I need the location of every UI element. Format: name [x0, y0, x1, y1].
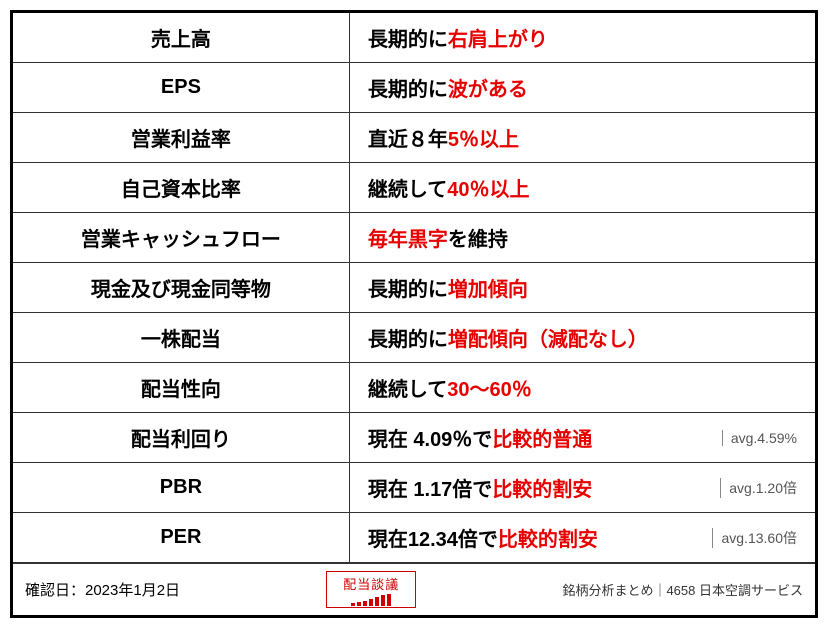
value-highlight: 40％以上 [447, 173, 529, 202]
stamp-text: 配当談議 [343, 574, 399, 593]
table-row: 配当性向 継続して 30～60％ [13, 363, 815, 413]
value-highlight: 比較的普通 [492, 423, 592, 452]
table-row: 現金及び現金同等物 長期的に 増加傾向 [13, 263, 815, 313]
table-row: 自己資本比率 継続して 40％以上 [13, 163, 815, 213]
row-value: 長期的に 増加傾向 [350, 263, 815, 312]
row-value: 現在12.34倍で 比較的割安 avg.13.60倍 [350, 513, 815, 562]
row-label: 配当利回り [13, 413, 350, 462]
row-value: 現在 4.09％で 比較的普通 avg.4.59% [350, 413, 815, 462]
table-row: 一株配当 長期的に 増配傾向（減配なし） [13, 313, 815, 363]
value-avg: avg.4.59% [722, 430, 797, 446]
value-highlight: 毎年黒字 [368, 223, 448, 252]
footer-right-text: 銘柄分析まとめ｜4658 日本空調サービス [562, 580, 803, 599]
row-value: 直近８年 5％以上 [350, 113, 815, 162]
value-suffix: を維持 [448, 223, 508, 252]
value-highlight: 比較的割安 [492, 473, 592, 502]
table-row: 売上高 長期的に 右肩上がり [13, 13, 815, 63]
value-prefix: 現在12.34倍で [368, 523, 498, 552]
row-label: 一株配当 [13, 313, 350, 362]
row-label: 営業利益率 [13, 113, 350, 162]
row-value: 長期的に 増配傾向（減配なし） [350, 313, 815, 362]
value-prefix: 現在 1.17倍で [368, 473, 492, 502]
value-highlight: 右肩上がり [448, 23, 548, 52]
stamp-badge: 配当談議 [326, 571, 416, 608]
value-prefix: 現在 4.09％で [368, 423, 492, 452]
row-value: 毎年黒字 を維持 [350, 213, 815, 262]
row-value: 現在 1.17倍で 比較的割安 avg.1.20倍 [350, 463, 815, 512]
table-row: 配当利回り 現在 4.09％で 比較的普通 avg.4.59% [13, 413, 815, 463]
row-value: 継続して 30～60％ [350, 363, 815, 412]
footer: 確認日：2023年1月2日 配当談議 銘柄分析まとめ｜4658 日本空調サービス [13, 563, 815, 615]
value-prefix: 長期的に [368, 73, 448, 102]
value-highlight: 増配傾向（減配なし） [448, 323, 648, 352]
row-label: 自己資本比率 [13, 163, 350, 212]
value-highlight: 30～60％ [447, 373, 532, 402]
row-label: PBR [13, 463, 350, 512]
table-row: 営業キャッシュフロー 毎年黒字 を維持 [13, 213, 815, 263]
row-label: 売上高 [13, 13, 350, 62]
row-label: 営業キャッシュフロー [13, 213, 350, 262]
summary-table: 売上高 長期的に 右肩上がり EPS 長期的に 波がある 営業利益率 直近８年 … [10, 10, 818, 618]
row-label: PER [13, 513, 350, 562]
footer-date: 確認日：2023年1月2日 [25, 579, 180, 600]
row-value: 継続して 40％以上 [350, 163, 815, 212]
row-value: 長期的に 波がある [350, 63, 815, 112]
table-row: PER 現在12.34倍で 比較的割安 avg.13.60倍 [13, 513, 815, 563]
row-label: EPS [13, 63, 350, 112]
row-label: 現金及び現金同等物 [13, 263, 350, 312]
value-prefix: 直近８年 [368, 123, 448, 152]
value-prefix: 継続して [368, 173, 447, 202]
row-value: 長期的に 右肩上がり [350, 13, 815, 62]
stamp-bars-icon [351, 594, 391, 606]
value-prefix: 長期的に [368, 273, 448, 302]
value-avg: avg.13.60倍 [712, 528, 797, 548]
value-highlight: 波がある [448, 73, 528, 102]
value-prefix: 長期的に [368, 323, 448, 352]
value-prefix: 長期的に [368, 23, 448, 52]
table-row: EPS 長期的に 波がある [13, 63, 815, 113]
table-row: PBR 現在 1.17倍で 比較的割安 avg.1.20倍 [13, 463, 815, 513]
value-highlight: 増加傾向 [448, 273, 528, 302]
value-prefix: 継続して [368, 373, 447, 402]
row-label: 配当性向 [13, 363, 350, 412]
value-highlight: 比較的割安 [498, 523, 598, 552]
table-row: 営業利益率 直近８年 5％以上 [13, 113, 815, 163]
value-highlight: 5％以上 [448, 123, 519, 152]
value-avg: avg.1.20倍 [720, 478, 797, 498]
